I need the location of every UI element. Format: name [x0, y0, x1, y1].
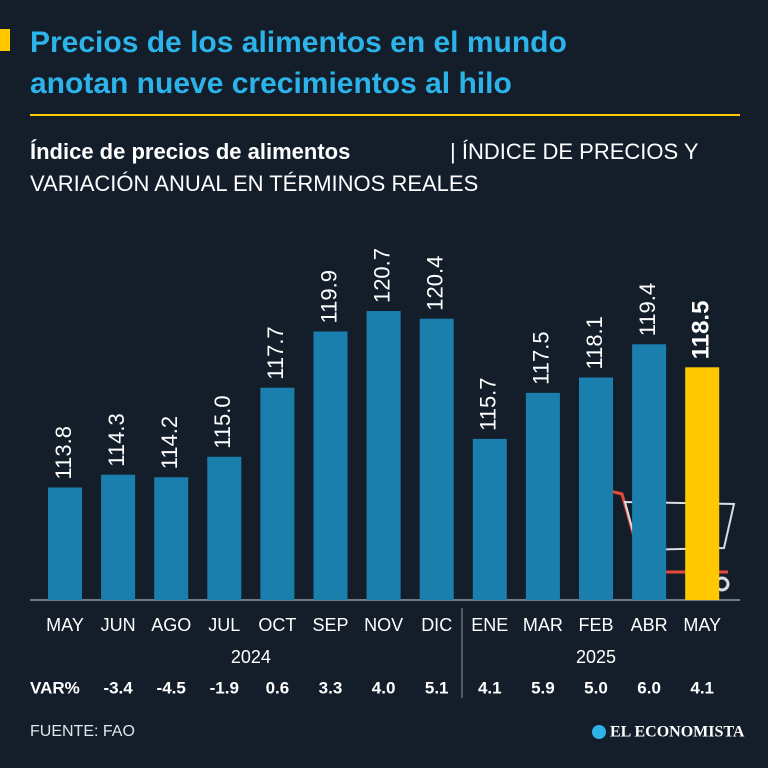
bar — [472, 438, 507, 600]
bar — [260, 387, 295, 600]
variation-value: 5.9 — [531, 678, 555, 697]
value-label: 115.0 — [210, 395, 235, 448]
x-tick-label: DIC — [421, 615, 452, 635]
bar — [579, 377, 613, 600]
variation-value: 4.0 — [372, 678, 396, 697]
value-label: 114.2 — [157, 416, 182, 469]
bar — [101, 474, 136, 600]
x-tick-label: JUN — [101, 615, 136, 635]
variation-value: 4.1 — [690, 678, 714, 697]
variation-value: -4.5 — [157, 678, 186, 697]
value-label: 118.1 — [582, 316, 607, 369]
bar — [632, 344, 667, 600]
year-label: 2024 — [231, 647, 271, 667]
source: FUENTE: FAO — [30, 723, 135, 740]
bar — [525, 392, 560, 600]
bar — [366, 311, 401, 600]
value-label: 115.7 — [476, 377, 501, 430]
value-label: 120.4 — [423, 256, 448, 311]
variation-value: 5.0 — [584, 678, 608, 697]
bar — [419, 318, 454, 600]
bar — [313, 331, 348, 600]
subtitle: VARIACIÓN ANUAL EN TÉRMINOS REALES — [30, 171, 478, 196]
x-tick-label: ENE — [471, 615, 508, 635]
variation-value: 3.3 — [319, 678, 343, 697]
x-tick-label: ABR — [631, 615, 668, 635]
variation-value: 4.1 — [478, 678, 502, 697]
variation-value: -3.4 — [103, 678, 133, 697]
variation-value: 5.1 — [425, 678, 449, 697]
value-label: 114.3 — [104, 413, 129, 466]
chart-title: anotan nueve crecimientos al hilo — [30, 67, 512, 100]
subtitle: | ÍNDICE DE PRECIOS Y — [450, 139, 699, 164]
brand: EL ECONOMISTA — [610, 724, 745, 741]
x-tick-label: MAR — [523, 615, 563, 635]
variation-value: -1.9 — [210, 678, 239, 697]
x-tick-label: FEB — [578, 615, 613, 635]
x-tick-label: JUL — [208, 615, 240, 635]
year-label: 2025 — [576, 647, 616, 667]
value-label: 119.9 — [316, 270, 341, 323]
value-label: 118.5 — [688, 301, 715, 360]
title-marker — [0, 29, 10, 51]
bar — [154, 477, 189, 600]
bar — [207, 456, 242, 600]
x-tick-label: MAY — [46, 615, 84, 635]
variation-value: 6.0 — [637, 678, 661, 697]
brand-logo — [592, 725, 606, 739]
x-tick-label: AGO — [151, 615, 191, 635]
value-label: 119.4 — [635, 283, 660, 336]
x-tick-label: MAY — [683, 615, 721, 635]
value-label: 117.7 — [263, 326, 288, 379]
x-tick-label: SEP — [312, 615, 348, 635]
value-label: 113.8 — [51, 426, 76, 479]
bar — [48, 487, 82, 600]
bar — [685, 367, 720, 600]
value-label: 120.7 — [369, 248, 394, 303]
variation-value: 0.6 — [266, 678, 290, 697]
subtitle: Índice de precios de alimentos — [30, 139, 350, 164]
value-label: 117.5 — [529, 331, 554, 384]
chart-title: Precios de los alimentos en el mundo — [30, 26, 567, 59]
variation-label: VAR% — [30, 678, 80, 697]
x-tick-label: OCT — [258, 615, 296, 635]
x-tick-label: NOV — [364, 615, 403, 635]
